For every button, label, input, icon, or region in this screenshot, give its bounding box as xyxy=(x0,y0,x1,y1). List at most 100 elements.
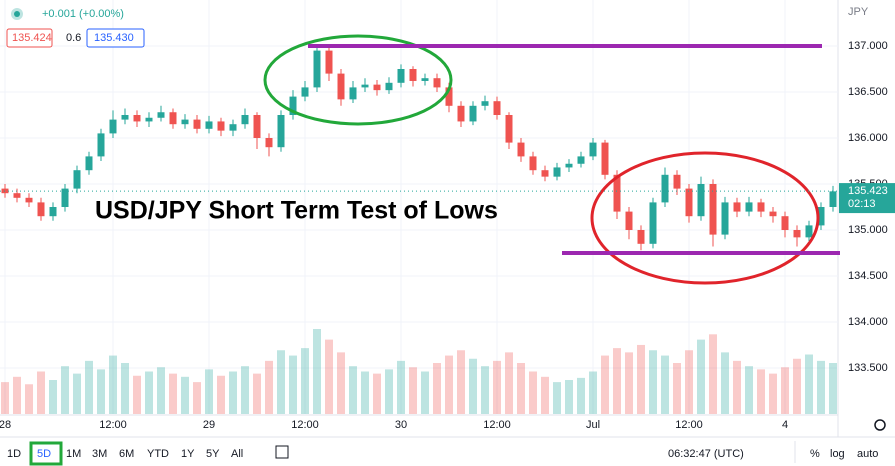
volume-bar xyxy=(373,373,381,414)
volume-bar xyxy=(673,363,681,414)
volume-bar xyxy=(313,329,321,414)
volume-bar xyxy=(277,350,285,414)
volume-bar xyxy=(481,366,489,414)
volume-bar xyxy=(349,366,357,414)
candle-body xyxy=(745,202,753,212)
candle-body xyxy=(781,216,789,230)
candle-body xyxy=(385,82,393,91)
volume-bar xyxy=(697,339,705,414)
range-button[interactable]: 1M xyxy=(66,448,81,460)
ask[interactable]: 135.430 xyxy=(94,32,134,44)
candle-body xyxy=(253,115,261,138)
candle-body xyxy=(493,101,501,115)
volume-bar xyxy=(229,371,237,414)
x-tick-label: 12:00 xyxy=(483,419,511,431)
volume-bar xyxy=(37,371,45,414)
candle-body xyxy=(313,50,321,88)
volume-bar xyxy=(589,371,597,414)
volume-bar xyxy=(577,377,585,414)
auto-toggle[interactable]: auto xyxy=(857,448,878,460)
range-button[interactable]: 1Y xyxy=(181,448,195,460)
settings-icon[interactable] xyxy=(874,419,886,431)
volume-bar xyxy=(529,371,537,414)
bid[interactable]: 135.424 xyxy=(12,32,52,44)
currency: JPY xyxy=(848,6,869,18)
y-tick-label: 136.500 xyxy=(848,86,888,98)
range-button[interactable]: YTD xyxy=(147,448,169,460)
range-button[interactable]: All xyxy=(231,448,243,460)
candle-body xyxy=(409,69,417,81)
highlight-ellipse xyxy=(263,34,453,126)
range-button[interactable]: 3M xyxy=(92,448,107,460)
candle-body xyxy=(241,115,249,125)
volume-bar xyxy=(301,348,309,414)
volume-bar xyxy=(781,367,789,414)
candle-body xyxy=(85,156,93,171)
candle-body xyxy=(25,197,33,203)
candle-body xyxy=(757,202,765,212)
x-tick-label: Jul xyxy=(586,419,600,431)
candle-body xyxy=(505,115,513,143)
volume-bar xyxy=(649,350,657,414)
x-tick-label: 4 xyxy=(782,419,788,431)
volume-bar xyxy=(193,382,201,414)
candle-body xyxy=(649,202,657,244)
candle-body xyxy=(49,207,57,217)
y-tick-label: 134.000 xyxy=(848,316,888,328)
volume-bar xyxy=(733,360,741,414)
range-button[interactable]: 1D xyxy=(7,448,21,460)
volume-bar xyxy=(469,358,477,414)
range-button[interactable]: 5D xyxy=(37,448,51,460)
candle-body xyxy=(685,188,693,217)
volume-bar xyxy=(25,384,33,414)
volume-bar xyxy=(337,352,345,414)
candle-body xyxy=(721,202,729,235)
candle-body xyxy=(829,191,837,207)
candle-body xyxy=(553,167,561,177)
candle-body xyxy=(13,193,21,198)
x-tick-label: 12:00 xyxy=(291,419,319,431)
candle-body xyxy=(805,225,813,238)
candle-body xyxy=(577,156,585,164)
volume-bar xyxy=(517,363,525,414)
candle-body xyxy=(673,174,681,189)
log-toggle[interactable]: log xyxy=(830,448,845,460)
volume-bar xyxy=(385,369,393,414)
volume-bar xyxy=(241,366,249,414)
x-tick-label: 28 xyxy=(0,419,11,431)
ask-box[interactable] xyxy=(86,28,145,48)
volume-bar xyxy=(709,334,717,414)
candle-body xyxy=(121,115,129,120)
candle-body xyxy=(625,211,633,230)
candle-body xyxy=(433,78,441,88)
candle-body xyxy=(733,202,741,212)
y-tick-label: 134.500 xyxy=(848,270,888,282)
candle-body xyxy=(73,170,81,189)
volume-bar xyxy=(421,371,429,414)
candle-body xyxy=(697,184,705,217)
range-button[interactable]: 6M xyxy=(119,448,134,460)
volume-bar xyxy=(625,352,633,414)
change: +0.001 (+0.00%) xyxy=(42,8,124,20)
candle-body xyxy=(517,142,525,157)
candle-body xyxy=(325,50,333,74)
y-tick-label: 133.500 xyxy=(848,362,888,374)
candle-body xyxy=(397,69,405,83)
y-tick-label: 136.000 xyxy=(848,132,888,144)
candle-body xyxy=(181,119,189,125)
status-icon xyxy=(14,11,20,17)
candle-body xyxy=(613,174,621,212)
percent-toggle[interactable]: % xyxy=(810,448,820,460)
candle-body xyxy=(445,87,453,106)
selected-range xyxy=(29,441,63,466)
candle-body xyxy=(265,138,273,148)
range-button[interactable]: 5Y xyxy=(206,448,220,460)
date-icon[interactable] xyxy=(275,445,289,459)
candle-body xyxy=(169,112,177,125)
candle-body xyxy=(133,115,141,122)
y-tick-label: 137.000 xyxy=(848,40,888,52)
bid-box[interactable] xyxy=(6,28,53,48)
highlight-ellipse xyxy=(590,151,820,285)
candle-body xyxy=(349,87,357,100)
volume-bar xyxy=(97,369,105,414)
